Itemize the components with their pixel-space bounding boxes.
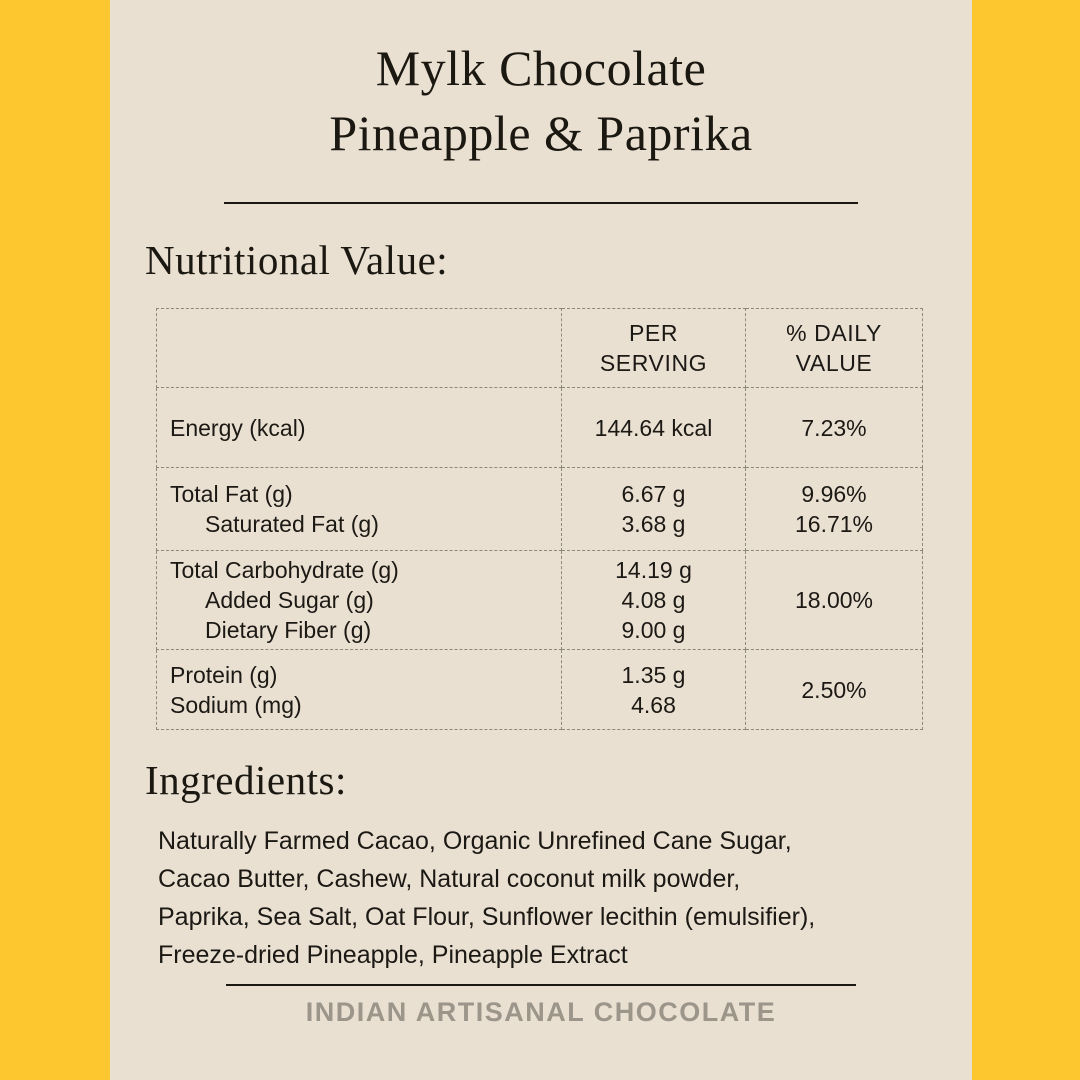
header-daily-value-line2: VALUE (795, 350, 873, 376)
row-label: Energy (kcal) (170, 414, 306, 441)
header-empty-cell (156, 308, 562, 388)
row-daily-value: 9.96% (801, 481, 867, 507)
row-label: Total Carbohydrate (g) (170, 557, 399, 583)
table-row-energy: Energy (kcal) 144.64 kcal 7.23% (156, 387, 923, 468)
row-value: 14.19 g (615, 557, 692, 583)
row-value: 4.08 g (621, 587, 686, 613)
table-header-row: PER SERVING % DAILY VALUE (156, 308, 923, 388)
row-value: 9.00 g (621, 617, 686, 643)
fat-value-cell: 6.67 g 3.68 g (561, 467, 746, 551)
product-title-line2: Pineapple & Paprika (329, 105, 753, 161)
ingredients-line: Cacao Butter, Cashew, Natural coconut mi… (158, 865, 741, 893)
footer-divider (226, 984, 856, 986)
ingredients-line: Paprika, Sea Salt, Oat Flour, Sunflower … (158, 903, 816, 931)
energy-value-cell: 144.64 kcal (561, 387, 746, 468)
protein-value-cell: 1.35 g 4.68 (561, 649, 746, 730)
table-row-fat: Total Fat (g) Saturated Fat (g) 6.67 g 3… (156, 467, 923, 551)
row-value: 144.64 kcal (594, 414, 713, 441)
energy-label-cell: Energy (kcal) (156, 387, 562, 468)
table-row-protein-sodium: Protein (g) Sodium (mg) 1.35 g 4.68 2.50… (156, 649, 923, 730)
product-title: Mylk Chocolate Pineapple & Paprika (110, 0, 972, 166)
row-sublabel: Dietary Fiber (g) (205, 617, 372, 643)
row-sublabel: Saturated Fat (g) (205, 511, 379, 537)
ingredients-text: Naturally Farmed Cacao, Organic Unrefine… (158, 822, 933, 974)
row-label: Protein (g) (170, 661, 278, 688)
label-panel: Mylk Chocolate Pineapple & Paprika Nutri… (110, 0, 972, 1080)
header-daily-value-line1: % DAILY (786, 320, 882, 346)
title-divider (224, 202, 858, 204)
row-value: 4.68 (631, 691, 676, 718)
header-per-serving-line1: PER (628, 320, 679, 346)
row-value: 3.68 g (621, 511, 686, 537)
nutrition-table: PER SERVING % DAILY VALUE Energy (kcal) … (156, 308, 923, 730)
nutrition-heading: Nutritional Value: (145, 237, 449, 283)
energy-daily-cell: 7.23% (745, 387, 923, 468)
header-daily-value: % DAILY VALUE (745, 308, 923, 388)
protein-label-cell: Protein (g) Sodium (mg) (156, 649, 562, 730)
brand-tagline: INDIAN ARTISANAL CHOCOLATE (305, 997, 777, 1027)
row-sublabel: Added Sugar (g) (205, 587, 374, 613)
fat-daily-cell: 9.96% 16.71% (745, 467, 923, 551)
row-daily-value: 18.00% (794, 587, 873, 613)
ingredients-line: Freeze-dried Pineapple, Pineapple Extrac… (158, 941, 628, 969)
header-per-serving: PER SERVING (561, 308, 746, 388)
row-daily-value: 16.71% (794, 511, 873, 537)
ingredients-heading: Ingredients: (145, 757, 347, 803)
protein-daily-cell: 2.50% (745, 649, 923, 730)
table-row-carbohydrate: Total Carbohydrate (g) Added Sugar (g) D… (156, 550, 923, 650)
row-value: 1.35 g (621, 661, 686, 688)
row-label: Total Fat (g) (170, 481, 293, 507)
carb-value-cell: 14.19 g 4.08 g 9.00 g (561, 550, 746, 650)
fat-label-cell: Total Fat (g) Saturated Fat (g) (156, 467, 562, 551)
header-per-serving-line2: SERVING (599, 350, 708, 376)
row-daily-value: 7.23% (801, 414, 867, 441)
carb-label-cell: Total Carbohydrate (g) Added Sugar (g) D… (156, 550, 562, 650)
row-daily-value: 2.50% (801, 676, 867, 703)
carb-daily-cell: 18.00% (745, 550, 923, 650)
row-value: 6.67 g (621, 481, 686, 507)
product-title-line1: Mylk Chocolate (375, 40, 707, 96)
row-label: Sodium (mg) (170, 691, 302, 718)
ingredients-line: Naturally Farmed Cacao, Organic Unrefine… (158, 827, 792, 855)
